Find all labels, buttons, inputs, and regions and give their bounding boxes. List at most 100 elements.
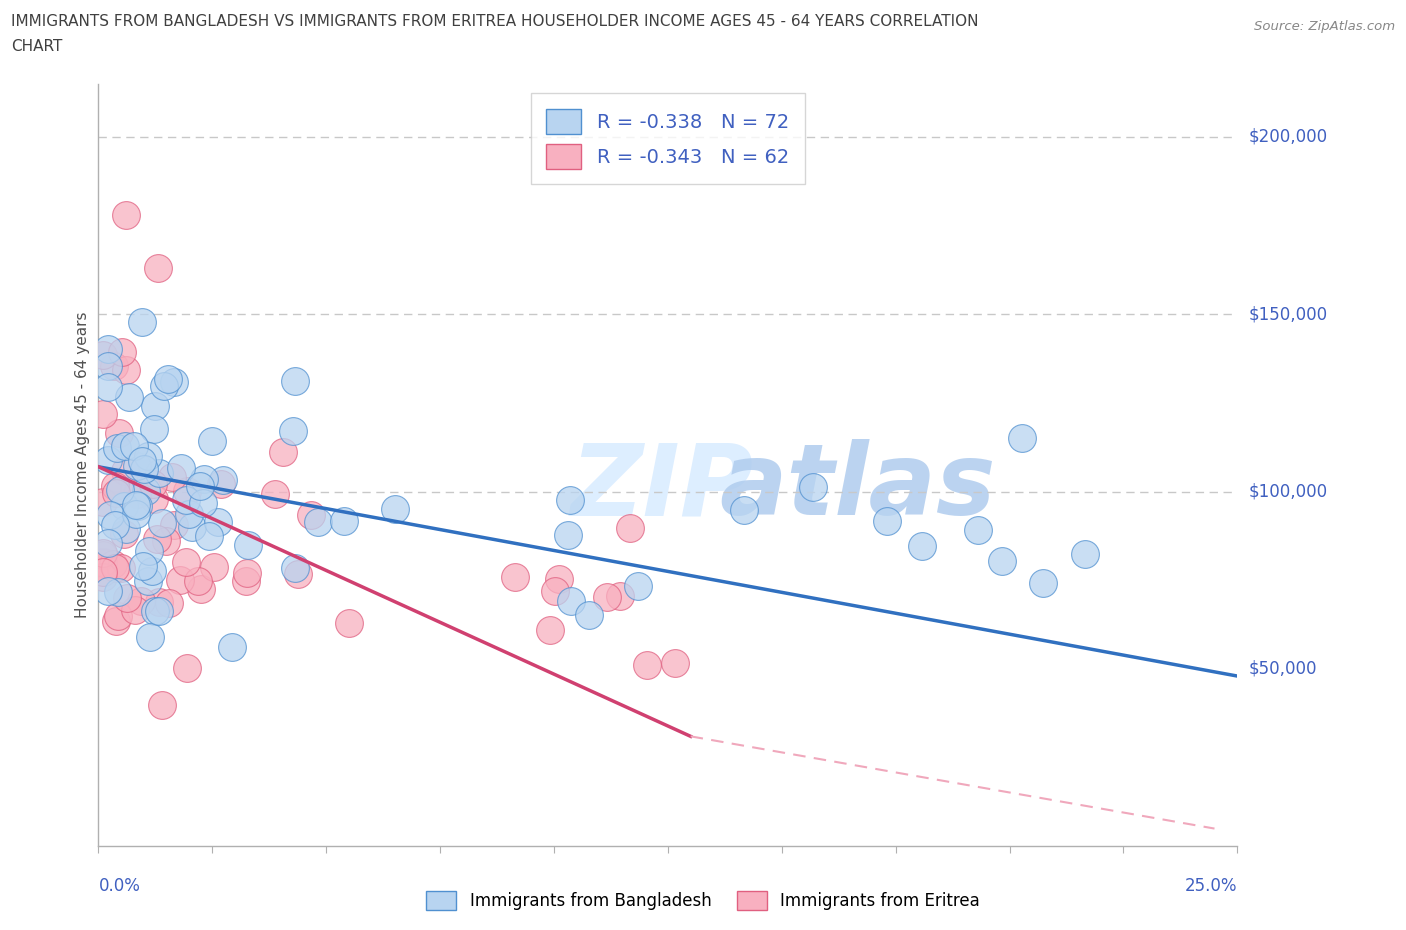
Point	[150, 515, 173, 530]
Point	[1011, 431, 1033, 445]
Point	[103, 359, 125, 374]
Point	[191, 496, 214, 511]
Point	[108, 426, 131, 441]
Point	[98, 508, 121, 523]
Point	[207, 514, 229, 529]
Point	[91, 555, 114, 570]
Text: IMMIGRANTS FROM BANGLADESH VS IMMIGRANTS FROM ERITREA HOUSEHOLDER INCOME AGES 45: IMMIGRANTS FROM BANGLADESH VS IMMIGRANTS…	[11, 14, 979, 29]
Point	[284, 561, 307, 576]
Point	[169, 572, 191, 587]
Point	[136, 448, 159, 463]
Point	[202, 560, 225, 575]
Point	[163, 375, 186, 390]
Point	[96, 380, 118, 395]
Point	[190, 582, 212, 597]
Point	[177, 506, 200, 521]
Point	[578, 608, 600, 623]
Point	[114, 439, 136, 454]
Point	[557, 528, 579, 543]
Point	[148, 604, 170, 618]
Point	[104, 560, 127, 575]
Point	[143, 398, 166, 413]
Point	[281, 423, 304, 438]
Point	[107, 584, 129, 599]
Point	[180, 520, 202, 535]
Point	[138, 544, 160, 559]
Point	[263, 486, 285, 501]
Legend: R = -0.338   N = 72, R = -0.343   N = 62: R = -0.338 N = 72, R = -0.343 N = 62	[531, 93, 804, 184]
Point	[609, 589, 631, 604]
Point	[176, 484, 198, 498]
Point	[627, 578, 650, 593]
Text: $50,000: $50,000	[1249, 660, 1317, 678]
Point	[560, 493, 582, 508]
Point	[96, 536, 118, 551]
Text: 0.0%: 0.0%	[98, 877, 141, 895]
Point	[96, 583, 118, 598]
Point	[301, 508, 323, 523]
Point	[112, 498, 135, 513]
Point	[122, 481, 145, 496]
Point	[141, 564, 163, 578]
Text: 25.0%: 25.0%	[1185, 877, 1237, 895]
Point	[114, 207, 136, 222]
Point	[132, 559, 155, 574]
Point	[104, 485, 127, 500]
Point	[125, 458, 148, 473]
Point	[146, 532, 169, 547]
Point	[150, 698, 173, 712]
Text: CHART: CHART	[11, 39, 63, 54]
Point	[910, 538, 932, 553]
Point	[136, 573, 159, 588]
Point	[145, 604, 167, 618]
Point	[157, 372, 180, 387]
Point	[155, 534, 177, 549]
Legend: Immigrants from Bangladesh, Immigrants from Eritrea: Immigrants from Bangladesh, Immigrants f…	[420, 884, 986, 917]
Text: atlas: atlas	[718, 439, 995, 537]
Text: Source: ZipAtlas.com: Source: ZipAtlas.com	[1254, 20, 1395, 33]
Point	[876, 513, 898, 528]
Point	[104, 518, 127, 533]
Point	[108, 483, 131, 498]
Point	[127, 486, 149, 501]
Point	[131, 453, 153, 468]
Point	[125, 498, 148, 512]
Point	[803, 480, 825, 495]
Point	[115, 591, 138, 605]
Point	[91, 555, 114, 570]
Point	[1032, 576, 1054, 591]
Point	[91, 565, 114, 579]
Point	[384, 501, 406, 516]
Point	[193, 472, 215, 486]
Point	[560, 594, 582, 609]
Point	[544, 583, 567, 598]
Point	[91, 548, 114, 563]
Point	[91, 407, 114, 422]
Point	[733, 503, 755, 518]
Point	[135, 484, 157, 498]
Point	[96, 359, 118, 374]
Point	[146, 260, 169, 275]
Point	[201, 434, 224, 449]
Point	[129, 594, 152, 609]
Point	[287, 567, 309, 582]
Point	[132, 462, 155, 477]
Point	[112, 527, 135, 542]
Point	[118, 390, 141, 405]
Point	[538, 623, 561, 638]
Point	[664, 656, 686, 671]
Point	[142, 421, 165, 436]
Point	[115, 521, 138, 536]
Point	[307, 514, 329, 529]
Point	[187, 573, 209, 588]
Point	[131, 315, 153, 330]
Point	[96, 452, 118, 467]
Point	[143, 491, 166, 506]
Point	[104, 478, 127, 493]
Point	[236, 538, 259, 552]
Y-axis label: Householder Income Ages 45 - 64 years: Householder Income Ages 45 - 64 years	[75, 312, 90, 618]
Point	[174, 492, 197, 507]
Point	[124, 603, 146, 618]
Text: $150,000: $150,000	[1249, 305, 1327, 324]
Point	[91, 348, 114, 363]
